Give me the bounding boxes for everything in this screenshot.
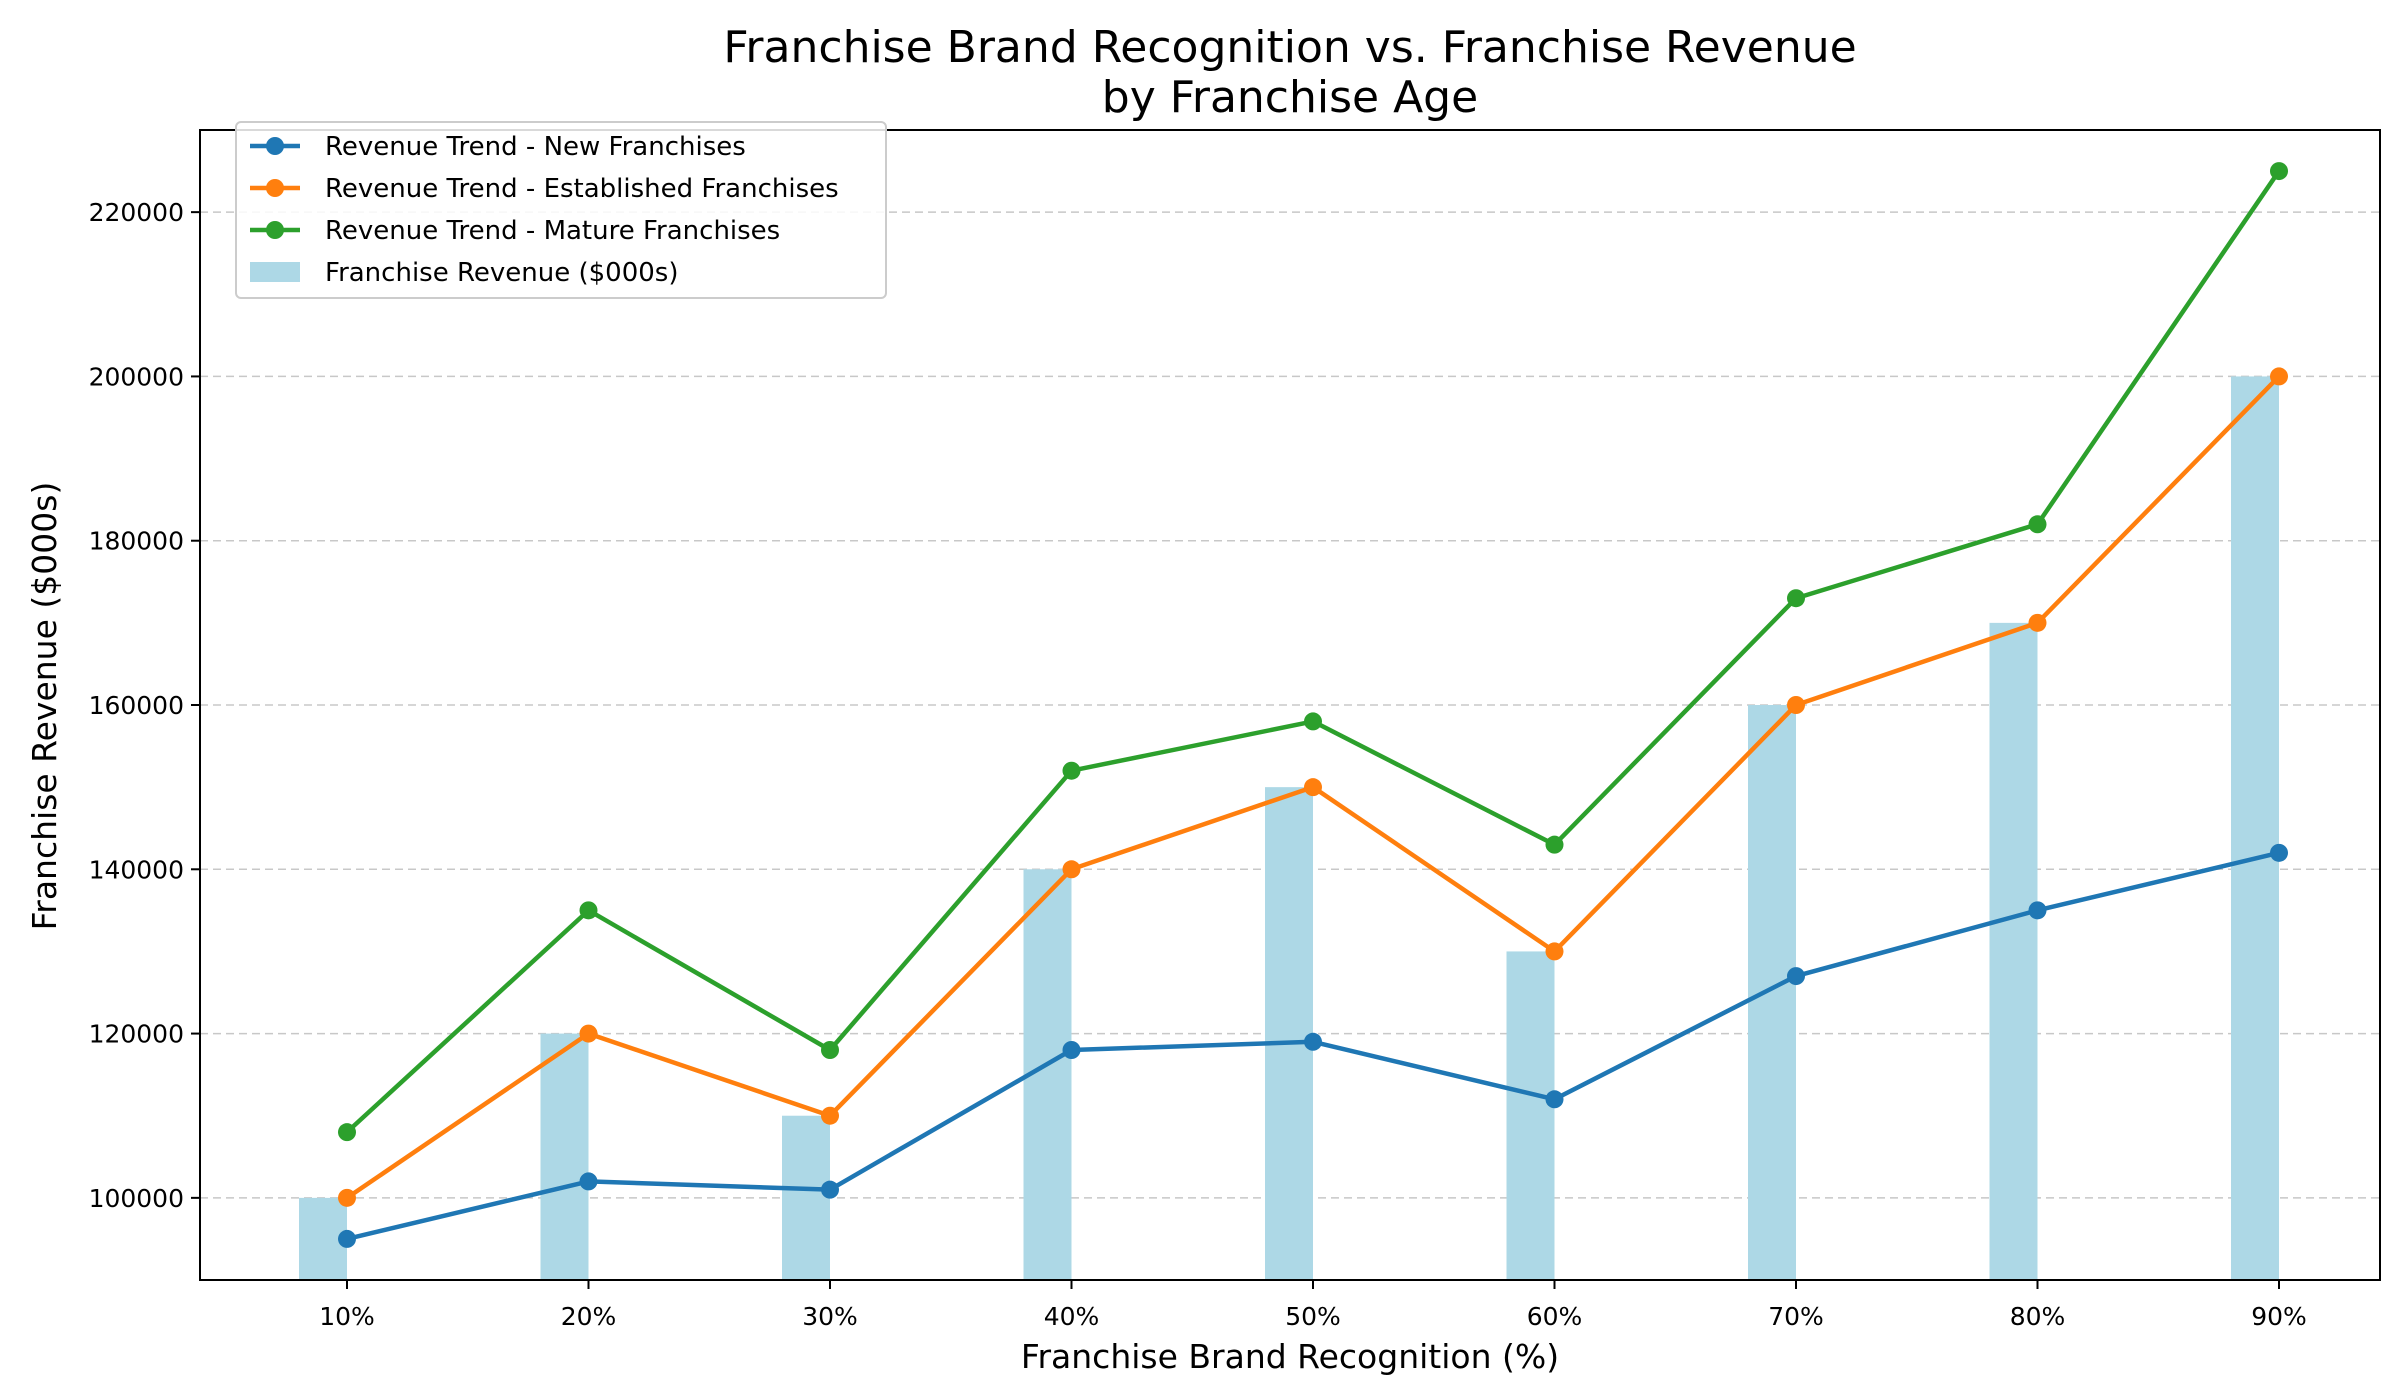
axis-ticks: 100000 120000 140000 160000 180000 200000 2200…	[89, 198, 2307, 1331]
revenue-bar	[1748, 705, 1796, 1280]
line-series	[338, 162, 2288, 1248]
legend: Revenue Trend - New Franchises Revenue Tr…	[235, 121, 887, 299]
x-tick-label: 10%	[319, 1302, 375, 1331]
legend-swatch-bar	[250, 262, 300, 282]
x-tick-label: 20%	[561, 1302, 617, 1331]
x-tick-label: 90%	[2251, 1302, 2307, 1331]
chart-subtitle: by Franchise Age	[1102, 72, 1478, 123]
series-point-0	[579, 1172, 598, 1191]
revenue-bar	[540, 1033, 589, 1280]
x-tick-label: 30%	[802, 1302, 858, 1331]
series-point-2	[2028, 515, 2047, 534]
legend-entry-label: Franchise Revenue ($000s)	[325, 258, 678, 288]
series-point-2	[821, 1041, 839, 1059]
legend-box	[235, 121, 887, 299]
y-tick-label: 100000	[89, 1184, 184, 1213]
y-tick-label: 200000	[89, 362, 184, 391]
legend-entry-label: Revenue Trend - Mature Franchises	[325, 216, 780, 246]
series-point-0	[1304, 1032, 1322, 1051]
series-point-0	[1545, 1090, 1564, 1109]
series-point-1	[1545, 942, 1564, 961]
series-point-1	[821, 1106, 839, 1125]
x-tick-label: 60%	[1527, 1302, 1583, 1331]
series-point-1	[579, 1024, 598, 1043]
revenue-bar	[782, 1115, 830, 1280]
series-point-0	[2270, 843, 2288, 862]
x-tick-label: 70%	[1768, 1302, 1824, 1331]
series-point-1	[338, 1188, 356, 1207]
series-point-1	[1304, 778, 1322, 797]
revenue-bar	[1265, 787, 1313, 1280]
series-point-0	[338, 1229, 356, 1248]
chart-title: Franchise Brand Recognition vs. Franchis…	[723, 22, 1856, 73]
revenue-bar	[1989, 622, 2038, 1280]
legend-entry-label: Revenue Trend - Established Franchises	[325, 174, 839, 204]
legend-swatch-marker	[266, 221, 284, 239]
series-point-1	[2028, 613, 2047, 632]
x-tick-label: 80%	[2010, 1302, 2066, 1331]
series-point-0	[821, 1180, 839, 1199]
series-point-0	[1062, 1041, 1081, 1059]
x-tick-label: 40%	[1044, 1302, 1100, 1331]
legend-swatch-marker	[266, 179, 284, 197]
y-tick-label: 220000	[89, 198, 184, 227]
series-point-0	[1787, 967, 1805, 986]
series-point-1	[2270, 367, 2288, 386]
series-point-2	[579, 901, 598, 920]
x-tick-label: 50%	[1285, 1302, 1341, 1331]
series-point-2	[1787, 589, 1805, 608]
y-axis-label: Franchise Revenue ($000s)	[25, 482, 64, 931]
series-point-2	[338, 1123, 356, 1142]
revenue-bar	[2231, 376, 2279, 1280]
legend-swatch-marker	[266, 137, 284, 155]
series-point-2	[1304, 712, 1322, 731]
series-point-2	[1545, 835, 1564, 854]
series-point-1	[1787, 696, 1805, 714]
series-point-0	[2028, 901, 2047, 920]
bar-series	[299, 376, 2279, 1280]
legend-entry-label: Revenue Trend - New Franchises	[325, 132, 746, 162]
y-tick-label: 160000	[89, 691, 184, 720]
revenue-bar	[1506, 951, 1555, 1280]
series-point-2	[1062, 761, 1081, 780]
series-point-2	[2270, 162, 2288, 181]
y-tick-label: 140000	[89, 855, 184, 884]
series-point-1	[1062, 860, 1081, 879]
y-tick-label: 180000	[89, 527, 184, 556]
x-axis-label: Franchise Brand Recognition (%)	[1021, 1337, 1559, 1376]
y-tick-label: 120000	[89, 1020, 184, 1049]
